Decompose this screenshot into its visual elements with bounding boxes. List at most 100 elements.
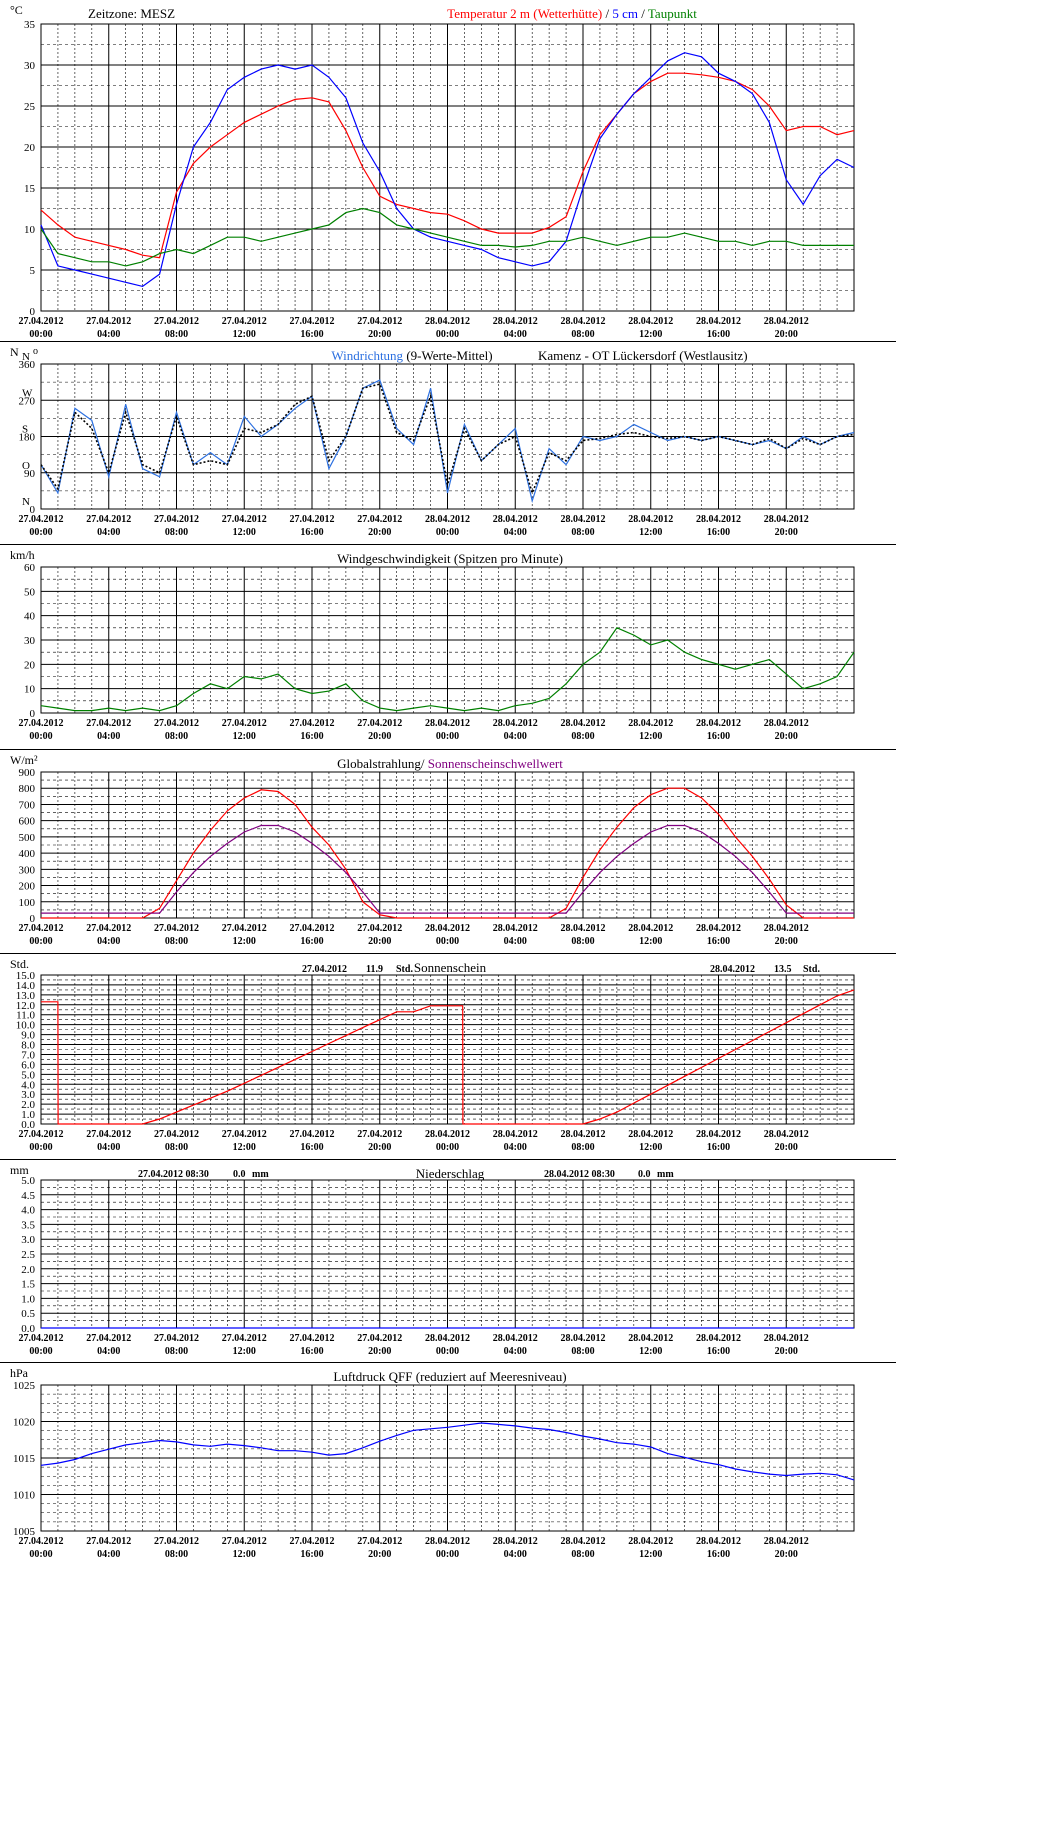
panel-title: Globalstrahlung/ Sonnenscheinschwellwert (337, 756, 563, 771)
y-tick-label: 8.0 (21, 1040, 35, 1052)
x-tick-date: 28.04.2012 (764, 316, 809, 327)
x-tick-date: 27.04.2012 (357, 316, 402, 327)
y-tick-label: 12.0 (16, 1000, 36, 1012)
plot-frame (40, 1384, 855, 1532)
panel-title-part: / (602, 6, 612, 21)
plot-frame (40, 363, 855, 510)
x-tick-time: 16:00 (300, 1549, 323, 1560)
x-tick-date: 27.04.2012 (222, 316, 267, 327)
x-tick-date: 27.04.2012 (222, 1333, 267, 1344)
x-tick-date: 27.04.2012 (290, 316, 335, 327)
daily-total-annotation: 27.04.2012 (302, 964, 347, 975)
y-tick-label: 1.0 (21, 1293, 35, 1305)
x-tick-time: 00:00 (436, 731, 459, 742)
panel-radiation: 0 100 200 300 400 500 600 700 800 900 W/m² Globalst… (0, 750, 896, 953)
unit-label: N (10, 345, 19, 359)
panel-title: Niederschlag (416, 1166, 485, 1181)
x-tick-date: 27.04.2012 (19, 923, 64, 934)
plot-frame (40, 566, 855, 714)
x-tick-time: 12:00 (233, 1549, 256, 1560)
chart-sunshine: 0.01.02.03.04.05.06.07.08.09.010.011.012… (10, 957, 855, 1153)
y-tick-label: 0.0 (21, 1323, 35, 1335)
series-line-sonnenschein (41, 989, 855, 1125)
y-tick-label: 13.0 (16, 990, 36, 1002)
y-tick-label: 2.0 (21, 1099, 35, 1111)
x-tick-time: 16:00 (707, 329, 730, 340)
x-tick-date: 27.04.2012 (222, 718, 267, 729)
x-tick-time: 00:00 (436, 527, 459, 538)
daily-total-annotation: Std. (396, 964, 413, 975)
panel-title: Windgeschwindigkeit (Spitzen pro Minute) (337, 551, 563, 566)
x-tick-time: 20:00 (368, 731, 391, 742)
x-tick-date: 27.04.2012 (154, 1536, 199, 1547)
x-tick-time: 12:00 (639, 936, 662, 947)
x-tick-time: 12:00 (639, 1346, 662, 1357)
x-tick-time: 08:00 (571, 527, 594, 538)
x-tick-time: 00:00 (29, 527, 52, 538)
x-tick-date: 27.04.2012 (357, 718, 402, 729)
x-tick-date: 28.04.2012 (696, 923, 741, 934)
panel-title: Luftdruck QFF (reduziert auf Meeresnivea… (333, 1369, 566, 1384)
x-tick-time: 12:00 (233, 1142, 256, 1153)
daily-total-annotation: 28.04.2012 08:30 (544, 1169, 615, 1180)
x-tick-date: 28.04.2012 (764, 1333, 809, 1344)
x-tick-time: 12:00 (639, 527, 662, 538)
x-tick-time: 08:00 (571, 1346, 594, 1357)
x-tick-date: 27.04.2012 (357, 1333, 402, 1344)
x-tick-date: 28.04.2012 (425, 316, 470, 327)
series-line-9-werte-mittel (40, 383, 855, 496)
panel-title-part: Sonnenscheinschwellwert (428, 756, 563, 771)
x-tick-date: 28.04.2012 (493, 718, 538, 729)
x-tick-date: 28.04.2012 (561, 514, 606, 525)
x-tick-date: 27.04.2012 (86, 1129, 131, 1140)
x-tick-date: 28.04.2012 (425, 1129, 470, 1140)
y-tick-label: 3.0 (21, 1234, 35, 1246)
x-tick-time: 20:00 (775, 936, 798, 947)
x-tick-date: 28.04.2012 (628, 514, 673, 525)
x-tick-time: 20:00 (775, 731, 798, 742)
x-tick-time: 20:00 (368, 1142, 391, 1153)
x-tick-time: 20:00 (775, 1346, 798, 1357)
x-tick-time: 20:00 (368, 936, 391, 947)
x-tick-date: 27.04.2012 (290, 1536, 335, 1547)
y-tick-direction-label: S (22, 424, 28, 436)
x-tick-date: 27.04.2012 (86, 718, 131, 729)
x-tick-time: 08:00 (165, 329, 188, 340)
y-tick-label: 10.0 (16, 1020, 36, 1032)
x-tick-date: 27.04.2012 (290, 923, 335, 934)
panel-title-part: Sonnenschein (414, 960, 487, 975)
panel-title: Temperatur 2 m (Wetterhütte) / 5 cm / Ta… (447, 6, 697, 21)
panel-title-part: Taupunkt (648, 6, 697, 21)
x-tick-date: 28.04.2012 (764, 1129, 809, 1140)
y-tick-label: 6.0 (21, 1059, 35, 1071)
x-tick-date: 27.04.2012 (86, 514, 131, 525)
y-tick-label: 1020 (13, 1417, 36, 1429)
x-tick-time: 16:00 (300, 1142, 323, 1153)
y-tick-label: 0 (30, 306, 36, 318)
x-tick-date: 27.04.2012 (86, 316, 131, 327)
x-tick-time: 08:00 (571, 1549, 594, 1560)
grid (40, 566, 855, 714)
y-tick-label: 2.0 (21, 1264, 35, 1276)
x-tick-time: 12:00 (233, 527, 256, 538)
y-tick-label: 30 (24, 60, 36, 72)
x-tick-date: 27.04.2012 (19, 1333, 64, 1344)
y-tick-label: 20 (24, 142, 36, 154)
y-tick-label: 50 (24, 586, 36, 598)
x-tick-time: 12:00 (233, 1346, 256, 1357)
x-tick-date: 27.04.2012 (222, 1536, 267, 1547)
grid (40, 1384, 855, 1532)
x-tick-time: 04:00 (97, 1142, 120, 1153)
y-tick-label: 3.5 (21, 1219, 35, 1231)
grid (40, 974, 855, 1125)
y-tick-label: 5.0 (21, 1069, 35, 1081)
x-tick-date: 28.04.2012 (628, 923, 673, 934)
title-right: Kamenz - OT Lückersdorf (Westlausitz) (538, 348, 748, 363)
y-tick-direction-label: W (22, 387, 33, 399)
x-tick-time: 16:00 (707, 936, 730, 947)
y-tick-label: 360 (19, 359, 36, 371)
x-tick-time: 08:00 (165, 527, 188, 538)
x-tick-date: 27.04.2012 (19, 1536, 64, 1547)
x-tick-time: 16:00 (707, 731, 730, 742)
